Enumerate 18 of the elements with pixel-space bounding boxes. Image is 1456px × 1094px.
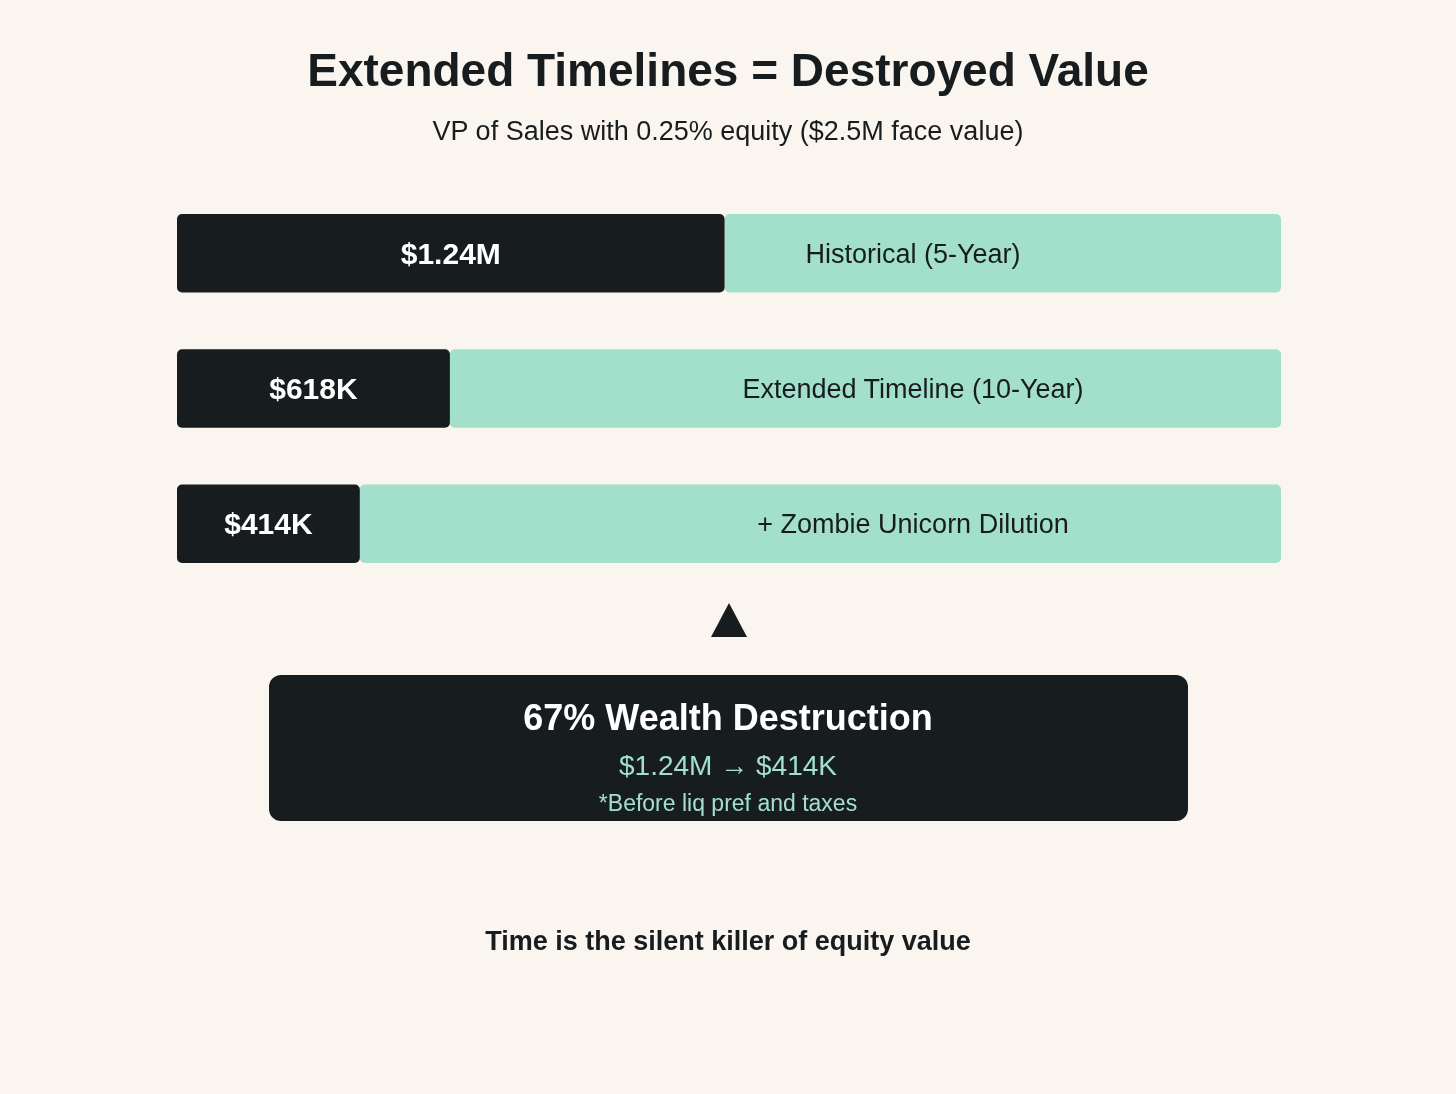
bar	[177, 484, 360, 563]
data-label: $1.24M	[400, 236, 501, 270]
chart-title: Extended Timelines = Destroyed Value	[307, 44, 1149, 96]
chart-subtitle: VP of Sales with 0.25% equity ($2.5M face value)	[432, 116, 1024, 146]
bar	[177, 349, 450, 428]
y-tick-label: Extended Timeline (10-Year)	[742, 373, 1084, 404]
y-tick-label: Historical (5-Year)	[805, 238, 1021, 269]
bar	[177, 214, 725, 293]
text: Time is the silent killer of equity value	[485, 926, 971, 956]
text: 67% Wealth Destruction	[523, 697, 933, 738]
text: *Before liq pref and taxes	[598, 790, 858, 816]
bar	[449, 349, 1281, 428]
bar	[724, 214, 1281, 293]
data-label: $618K	[269, 372, 358, 405]
bar	[359, 484, 1281, 563]
data-label: $414K	[224, 507, 313, 541]
text: $1.24M → $414K	[619, 750, 838, 781]
y-tick-label: + Zombie Unicorn Dilution	[757, 509, 1069, 540]
